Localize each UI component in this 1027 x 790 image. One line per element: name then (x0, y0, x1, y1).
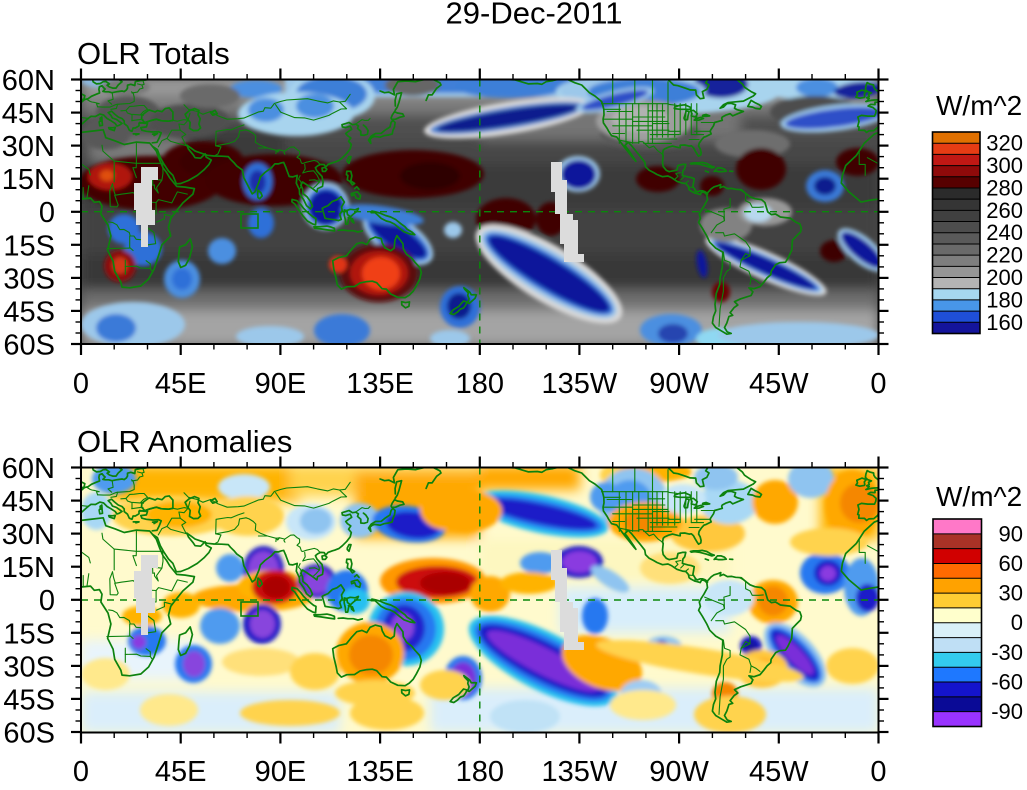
svg-text:OLR Totals: OLR Totals (77, 36, 230, 71)
svg-text:29-Dec-2011: 29-Dec-2011 (446, 0, 623, 31)
svg-text:0: 0 (73, 756, 89, 785)
svg-text:0: 0 (73, 368, 89, 400)
svg-text:60N: 60N (2, 453, 55, 485)
svg-text:90: 90 (999, 521, 1023, 546)
svg-text:15N: 15N (2, 164, 55, 196)
svg-text:90E: 90E (255, 756, 307, 785)
svg-text:0: 0 (39, 585, 55, 617)
svg-text:15N: 15N (2, 552, 55, 584)
svg-text:135W: 135W (542, 368, 618, 400)
svg-text:30N: 30N (2, 519, 55, 551)
svg-text:45E: 45E (155, 368, 207, 400)
svg-text:180: 180 (456, 756, 504, 785)
svg-text:135E: 135E (346, 368, 414, 400)
svg-text:60S: 60S (3, 330, 55, 362)
svg-text:90E: 90E (255, 368, 307, 400)
svg-text:45W: 45W (749, 368, 809, 400)
svg-text:45S: 45S (3, 296, 55, 328)
svg-text:0: 0 (870, 756, 886, 785)
svg-text:320: 320 (986, 131, 1023, 156)
svg-text:60N: 60N (2, 65, 55, 97)
svg-text:60S: 60S (3, 718, 55, 750)
svg-text:135E: 135E (346, 756, 414, 785)
svg-text:15S: 15S (3, 618, 55, 650)
svg-text:-30: -30 (991, 640, 1023, 665)
svg-text:90W: 90W (649, 368, 709, 400)
svg-text:240: 240 (986, 220, 1023, 245)
svg-text:135W: 135W (542, 756, 618, 785)
svg-text:45W: 45W (749, 756, 809, 785)
svg-text:45S: 45S (3, 684, 55, 716)
svg-text:300: 300 (986, 153, 1023, 178)
svg-text:280: 280 (986, 176, 1023, 201)
svg-text:0: 0 (1011, 610, 1023, 635)
svg-text:30S: 30S (3, 263, 55, 295)
svg-text:220: 220 (986, 243, 1023, 268)
svg-text:0: 0 (870, 368, 886, 400)
svg-text:0: 0 (39, 197, 55, 229)
svg-text:30: 30 (999, 581, 1023, 606)
svg-text:260: 260 (986, 198, 1023, 223)
svg-text:-60: -60 (991, 670, 1023, 695)
svg-text:60: 60 (999, 551, 1023, 576)
svg-text:180: 180 (986, 287, 1023, 312)
svg-text:30N: 30N (2, 131, 55, 163)
svg-text:160: 160 (986, 310, 1023, 335)
svg-text:W/m^2: W/m^2 (936, 481, 1022, 512)
svg-text:45N: 45N (2, 98, 55, 130)
svg-text:W/m^2: W/m^2 (936, 90, 1022, 121)
svg-text:90W: 90W (649, 756, 709, 785)
svg-text:45E: 45E (155, 756, 207, 785)
svg-text:200: 200 (986, 265, 1023, 290)
svg-text:OLR Anomalies: OLR Anomalies (77, 424, 292, 459)
svg-text:15S: 15S (3, 230, 55, 262)
svg-text:-90: -90 (991, 699, 1023, 724)
svg-text:45N: 45N (2, 486, 55, 518)
svg-text:180: 180 (456, 368, 504, 400)
svg-text:30S: 30S (3, 651, 55, 683)
